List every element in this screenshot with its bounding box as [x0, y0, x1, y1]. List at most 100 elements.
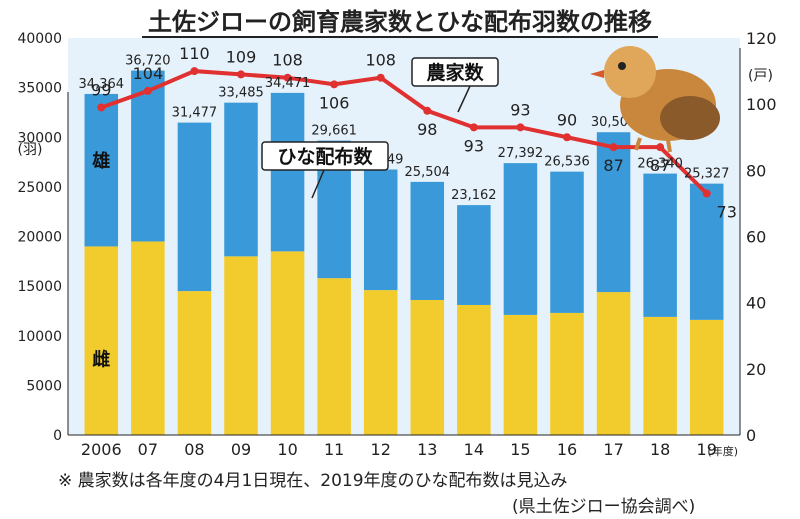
bar-female-09 — [224, 256, 258, 435]
bar-female-17 — [596, 292, 631, 435]
left-tick-label: 40000 — [17, 31, 62, 47]
farms-point-16 — [563, 133, 571, 142]
bar-total-label: 25,504 — [405, 165, 451, 180]
chick-illustration — [590, 46, 720, 153]
bar-total-label: 34,471 — [265, 76, 311, 91]
bar-female-10 — [270, 251, 305, 435]
bar-total-label: 27,392 — [498, 146, 544, 161]
farms-callout-pointer — [457, 85, 471, 113]
bar-male-17 — [596, 132, 631, 293]
left-tick-label: 30000 — [17, 130, 62, 146]
farms-value-label: 99 — [91, 80, 111, 99]
x-tick-label: 09 — [231, 440, 251, 459]
bar-total-label: 31,477 — [172, 106, 218, 121]
farms-point-17 — [609, 143, 618, 152]
farms-value-label: 90 — [557, 110, 577, 129]
bar-female-08 — [177, 291, 212, 435]
x-tick-label: 11 — [324, 440, 344, 459]
x-tick-label: 19 — [697, 440, 717, 459]
farms-point-11 — [330, 80, 339, 89]
chicks-callout-label: ひな配布数 — [277, 145, 373, 168]
farms-value-label: 110 — [179, 44, 210, 63]
bar-total-label: 26,340 — [637, 157, 683, 172]
x-tick-label: 12 — [371, 440, 391, 459]
right-tick-label: 100 — [746, 95, 777, 114]
right-tick-label: 120 — [746, 29, 777, 48]
farms-callout-label: 農家数 — [426, 61, 484, 84]
bar-female-12 — [363, 290, 398, 435]
farms-point-10 — [283, 73, 292, 82]
x-tick-label: 08 — [184, 440, 204, 459]
bar-female-14 — [457, 304, 491, 435]
chart-title: 土佐ジローの飼育農家数とひな配布羽数の推移 — [0, 2, 800, 38]
farms-point-18 — [656, 143, 665, 152]
left-tick-label: 10000 — [17, 329, 62, 345]
farms-callout-box — [411, 57, 499, 87]
farms-value-label: 106 — [319, 93, 350, 112]
farms-point-2006 — [97, 103, 106, 112]
x-tick-label: 07 — [138, 440, 158, 459]
bar-male-19 — [689, 183, 724, 320]
bar-total-label: 33,485 — [218, 86, 264, 101]
bar-female-11 — [317, 278, 351, 435]
chicks-callout-pointer — [311, 169, 325, 199]
farms-point-13 — [423, 106, 432, 115]
x-tick-label: 2006 — [81, 440, 122, 459]
bar-female-2006 — [84, 246, 119, 435]
x-tick-label: 18 — [650, 440, 670, 459]
x-tick-label: 14 — [464, 440, 484, 459]
farms-point-15 — [516, 123, 525, 132]
farms-value-label: 98 — [417, 120, 437, 139]
series-label-male: 雄 — [91, 150, 110, 172]
farms-point-09 — [237, 70, 245, 79]
chicks-callout-box — [261, 141, 389, 171]
series-label-female: 雌 — [92, 349, 110, 371]
bar-male-2006 — [84, 93, 119, 247]
bar-male-10 — [270, 92, 305, 252]
x-unit-label: (年度) — [707, 444, 738, 458]
bar-male-13 — [410, 181, 445, 301]
right-tick-label: 40 — [746, 294, 766, 313]
x-tick-label: 16 — [557, 440, 577, 459]
left-tick-label: 0 — [53, 428, 62, 444]
bar-total-label: 34,364 — [79, 77, 125, 92]
x-tick-label: 10 — [277, 440, 297, 459]
right-tick-label: 20 — [746, 360, 766, 379]
left-tick-label: 25000 — [17, 180, 62, 196]
right-tick-label: 60 — [746, 228, 766, 247]
bar-male-08 — [177, 122, 212, 292]
bar-total-label: 29,661 — [311, 124, 357, 139]
farms-value-label: 73 — [717, 202, 737, 221]
bar-female-19 — [689, 319, 724, 435]
farms-point-19 — [702, 189, 711, 198]
bar-male-09 — [224, 102, 258, 257]
x-tick-label: 13 — [417, 440, 437, 459]
footnote: ※ 農家数は各年度の4月1日現在、2019年度のひな配布数は見込み — [58, 471, 568, 491]
bar-total-label: 36,720 — [125, 54, 171, 69]
farms-line — [100, 69, 709, 195]
left-tick-label: 20000 — [17, 230, 62, 246]
right-axis-unit: (戸) — [748, 68, 773, 84]
bar-total-label: 26,536 — [544, 155, 590, 170]
left-tick-label: 35000 — [17, 81, 62, 97]
right-tick-label: 0 — [746, 426, 756, 445]
right-tick-label: 80 — [746, 161, 766, 180]
farms-value-label: 93 — [464, 136, 484, 155]
x-tick-label: 15 — [510, 440, 530, 459]
left-axis-unit: (羽) — [18, 142, 43, 158]
bar-female-13 — [410, 300, 445, 435]
farms-point-08 — [190, 67, 199, 76]
left-tick-label: 5000 — [26, 378, 62, 394]
source-credit: (県土佐ジロー協会調べ) — [512, 497, 696, 517]
left-tick-label: 15000 — [17, 279, 62, 295]
bar-total-label: 25,327 — [684, 167, 730, 182]
bar-male-07 — [131, 70, 165, 242]
bar-female-16 — [550, 312, 584, 435]
farms-point-14 — [469, 123, 478, 132]
bar-female-15 — [503, 314, 538, 435]
bar-total-label: 23,162 — [451, 188, 497, 203]
bar-male-16 — [550, 171, 584, 313]
bar-male-18 — [643, 173, 677, 317]
farms-value-label: 108 — [365, 51, 396, 70]
